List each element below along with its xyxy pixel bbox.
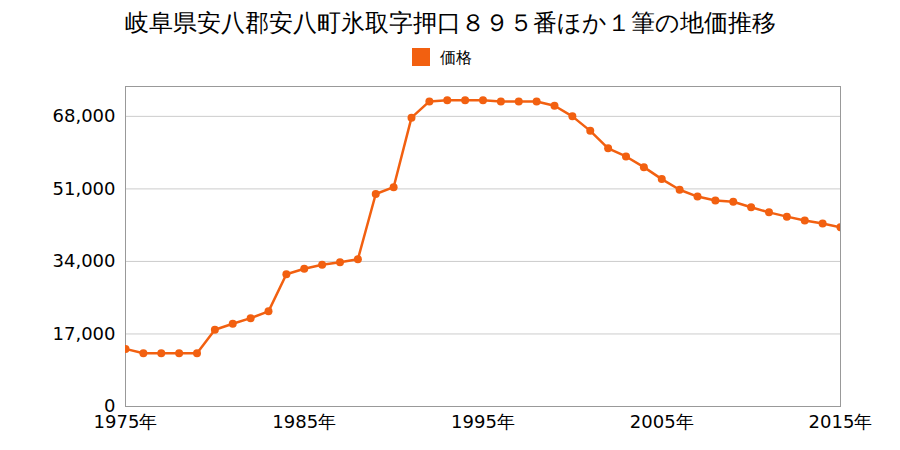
svg-text:51,000: 51,000 [53, 178, 116, 199]
svg-text:2005年: 2005年 [630, 411, 694, 432]
html-text:価格: 価格 [440, 48, 472, 67]
svg-text:1985年: 1985年 [272, 411, 336, 432]
svg-text:2015年: 2015年 [809, 411, 873, 432]
svg-text:0: 0 [104, 395, 116, 417]
svg-text:1995年: 1995年 [451, 411, 515, 432]
html-text:岐阜県安八郡安八町氷取字押口８９５番ほか１筆の地価推移: 岐阜県安八郡安八町氷取字押口８９５番ほか１筆の地価推移 [124, 9, 776, 37]
svg-text:68,000: 68,000 [53, 105, 116, 126]
svg-text:1975年: 1975年 [94, 411, 158, 432]
svg-text:34,000: 34,000 [53, 250, 116, 271]
svg-text:17,000: 17,000 [53, 323, 116, 344]
